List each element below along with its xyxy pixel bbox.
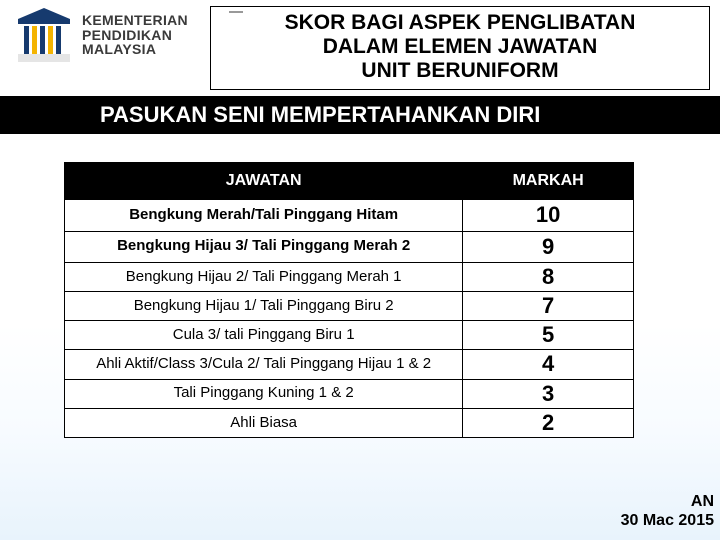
logo-mark-icon xyxy=(14,6,74,64)
table-row: Cula 3/ tali Pinggang Biru 1 5 xyxy=(65,321,634,350)
row-mark: 5 xyxy=(463,321,634,350)
row-label: Ahli Biasa xyxy=(65,408,463,437)
row-mark: 3 xyxy=(463,379,634,408)
row-mark: 2 xyxy=(463,408,634,437)
table-row: Ahli Biasa 2 xyxy=(65,408,634,437)
row-label: Bengkung Hijau 3/ Tali Pinggang Merah 2 xyxy=(65,231,463,262)
footer-note: AN 30 Mac 2015 xyxy=(621,492,714,530)
row-mark: 10 xyxy=(463,200,634,231)
logo-text: KEMENTERIAN PENDIDIKAN MALAYSIA xyxy=(82,13,188,57)
row-label: Cula 3/ tali Pinggang Biru 1 xyxy=(65,321,463,350)
logo-line1: KEMENTERIAN xyxy=(82,13,188,28)
row-mark: 7 xyxy=(463,291,634,320)
header: KEMENTERIAN PENDIDIKAN MALAYSIA SKOR BAG… xyxy=(0,0,720,94)
table-row: Tali Pinggang Kuning 1 & 2 3 xyxy=(65,379,634,408)
row-mark: 8 xyxy=(463,262,634,291)
header-markah: MARKAH xyxy=(463,163,634,200)
title-tick-icon xyxy=(229,11,243,13)
row-label: Bengkung Merah/Tali Pinggang Hitam xyxy=(65,200,463,231)
title-box: SKOR BAGI ASPEK PENGLIBATAN DALAM ELEMEN… xyxy=(210,6,710,90)
row-label: Tali Pinggang Kuning 1 & 2 xyxy=(65,379,463,408)
header-jawatan: JAWATAN xyxy=(65,163,463,200)
table-header-row: JAWATAN MARKAH xyxy=(65,163,634,200)
logo-line2: PENDIDIKAN xyxy=(82,28,188,43)
row-label: Ahli Aktif/Class 3/Cula 2/ Tali Pinggang… xyxy=(65,350,463,379)
table-row: Bengkung Hijau 1/ Tali Pinggang Biru 2 7 xyxy=(65,291,634,320)
table-row: Bengkung Hijau 2/ Tali Pinggang Merah 1 … xyxy=(65,262,634,291)
score-table: JAWATAN MARKAH Bengkung Merah/Tali Pingg… xyxy=(64,162,634,438)
table-row: Bengkung Merah/Tali Pinggang Hitam 10 xyxy=(65,200,634,231)
row-label: Bengkung Hijau 2/ Tali Pinggang Merah 1 xyxy=(65,262,463,291)
logo-line3: MALAYSIA xyxy=(82,42,188,57)
title-line3: UNIT BERUNIFORM xyxy=(219,59,701,83)
row-label: Bengkung Hijau 1/ Tali Pinggang Biru 2 xyxy=(65,291,463,320)
title-line2: DALAM ELEMEN JAWATAN xyxy=(219,35,701,59)
table-row: Ahli Aktif/Class 3/Cula 2/ Tali Pinggang… xyxy=(65,350,634,379)
row-mark: 9 xyxy=(463,231,634,262)
subtitle-bar: PASUKAN SENI MEMPERTAHANKAN DIRI xyxy=(0,96,720,134)
row-mark: 4 xyxy=(463,350,634,379)
score-table-wrap: JAWATAN MARKAH Bengkung Merah/Tali Pingg… xyxy=(0,134,720,438)
footer-line2: 30 Mac 2015 xyxy=(621,511,714,530)
footer-line1: AN xyxy=(621,492,714,511)
table-row: Bengkung Hijau 3/ Tali Pinggang Merah 2 … xyxy=(65,231,634,262)
title-line1: SKOR BAGI ASPEK PENGLIBATAN xyxy=(219,11,701,35)
ministry-logo: KEMENTERIAN PENDIDIKAN MALAYSIA xyxy=(14,6,188,64)
